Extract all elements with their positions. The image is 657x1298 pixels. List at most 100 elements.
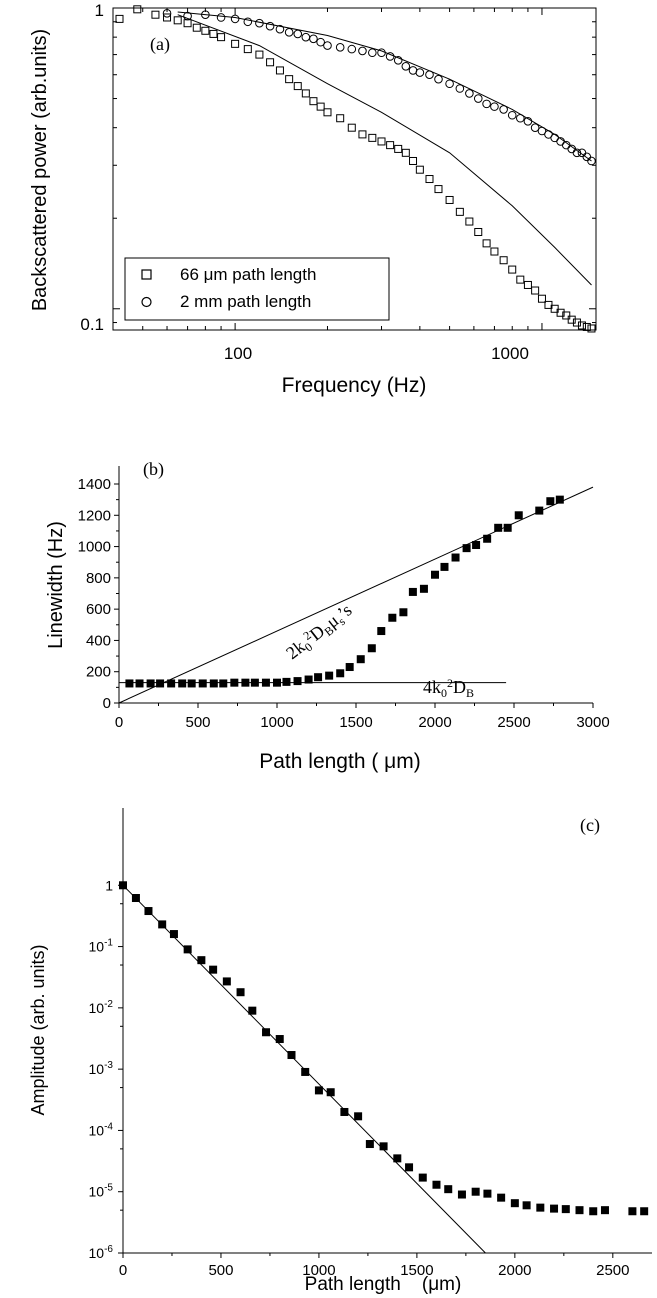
panel-c-point	[158, 920, 167, 929]
panel-b-point	[483, 534, 492, 543]
panel-b-point	[356, 655, 365, 664]
panel-c-point	[275, 1035, 284, 1044]
panel-b-point	[462, 544, 471, 553]
panel-b-point	[146, 679, 155, 688]
panel-b-y-tick-label: 200	[86, 664, 111, 681]
panel-c-x-tick-label: 0	[119, 1262, 127, 1279]
panel-a-point-2mm	[230, 14, 240, 24]
panel-b-point	[198, 679, 207, 688]
panel-a-point-66um	[201, 26, 210, 35]
panel-b-y-tick-label: 1400	[78, 476, 111, 493]
panel-a-point-2mm	[368, 48, 377, 58]
panel-c-point	[314, 1086, 323, 1095]
annotation-diffusion-scattering: 2k02DBμs’s	[282, 599, 358, 666]
panel-a-y-tick-label-0.1: 0.1	[80, 315, 104, 334]
panel-a-point-2mm	[309, 34, 318, 44]
panel-a-point-2mm	[301, 32, 311, 42]
panel-a-point-66um	[415, 165, 424, 174]
panel-a-point-66um	[490, 247, 499, 256]
panel-a-point-66um	[508, 265, 517, 274]
panel-b-point	[514, 511, 523, 520]
panel-a-point-2mm	[530, 123, 540, 132]
panel-b-y-axis-label: Linewidth (Hz)	[45, 521, 67, 649]
panel-a-point-66um	[455, 207, 464, 216]
panel-a-point-66um	[151, 10, 160, 19]
panel-a-point-66um	[474, 227, 483, 236]
panel-a-point-66um	[556, 308, 565, 317]
panel-c-point	[497, 1193, 506, 1202]
panel-a-point-2mm	[216, 13, 226, 22]
panel-c-point	[600, 1206, 609, 1215]
panel-b-points	[125, 495, 564, 688]
panel-a-point-66um	[358, 130, 367, 139]
panel-a-point-2mm	[162, 9, 172, 18]
panel-a-point-2mm	[572, 148, 582, 158]
panel-c-point	[197, 956, 206, 965]
panel-c-y-tick-label: 1	[105, 877, 113, 893]
panel-c-point	[326, 1088, 335, 1097]
panel-a-point-66um	[309, 97, 318, 106]
panel-a-label: (a)	[150, 34, 170, 55]
panel-c-x-tick-label: 1500	[400, 1262, 433, 1279]
panel-c-x-tick-label: 2000	[498, 1262, 531, 1279]
panel-b-point	[273, 678, 281, 687]
panel-b-point	[241, 678, 250, 687]
panel-a-point-2mm	[582, 152, 592, 162]
panel-a-point-66um	[347, 123, 356, 132]
panel-a-point-2mm	[335, 43, 345, 52]
panel-a-point-66um	[231, 39, 240, 48]
panel-b-point	[135, 679, 144, 688]
panel-c-x-tick-label: 2500	[596, 1262, 629, 1279]
panel-c-point	[222, 977, 231, 986]
panel-a-point-66um	[394, 144, 403, 153]
panel-a-point-66um	[377, 137, 386, 146]
panel-a-point-66um	[163, 13, 172, 22]
panel-c-axis-ticks: 0 500 1000 1500 2000 2500 1 10-1 10-2 10-3 10-4 10-…	[89, 877, 630, 1279]
panel-a-x-tick-label-1000: 1000	[491, 344, 529, 363]
panel-a-point-66um	[562, 311, 571, 320]
panel-b-model-lines	[118, 486, 594, 704]
panel-a-point-2mm	[275, 24, 285, 34]
panel-c-point	[144, 907, 153, 916]
panel-a-point-2mm	[537, 126, 547, 136]
panel-a-point-66um	[582, 322, 591, 331]
panel-a-point-2mm	[401, 61, 411, 71]
panel-a-point-66um	[183, 19, 192, 28]
panel-a-point-66um	[133, 5, 142, 14]
panel-a-point-66um	[434, 185, 443, 194]
panel-b-point	[167, 679, 176, 688]
panel-c-point	[183, 945, 192, 954]
panel-c-points	[119, 881, 649, 1216]
panel-a-point-2mm	[455, 84, 465, 93]
panel-a-point-66um	[587, 324, 596, 333]
panel-a-point-66um	[301, 89, 310, 98]
panel-c-point	[575, 1206, 584, 1215]
panel-c-point	[550, 1204, 559, 1213]
panel-c-x-tick-label: 500	[208, 1262, 233, 1279]
panel-a-point-2mm	[434, 74, 443, 84]
panel-b-point	[282, 677, 291, 686]
panel-c-point	[236, 988, 245, 997]
panel-b-point	[546, 497, 555, 506]
panel-a-point-2mm	[577, 148, 587, 158]
panel-a-point-66um	[425, 175, 434, 184]
panel-c-point	[561, 1205, 570, 1214]
panel-b-point	[451, 553, 460, 562]
panel-b-point	[555, 495, 564, 504]
panel-a-point-2mm	[587, 156, 596, 166]
panel-b-y-tick-label: 600	[86, 601, 111, 618]
panel-a-point-66um	[523, 280, 532, 289]
panel-a-point-66um	[209, 29, 218, 38]
legend-entry-66um: 66 μm path length	[180, 265, 316, 284]
panel-a-point-2mm	[293, 29, 303, 39]
panel-a-point-2mm	[523, 117, 533, 126]
panel-b-y-tick-label: 1200	[78, 507, 111, 524]
panel-a-point-66um	[499, 256, 508, 265]
panel-a-point-2mm	[358, 46, 367, 56]
panel-c-y-tick-label: 10-5	[89, 1183, 114, 1200]
panel-c-point	[457, 1190, 466, 1199]
panel-b-point	[388, 613, 397, 622]
panel-a-point-66um	[409, 156, 418, 165]
legend-entry-2mm: 2 mm path length	[180, 292, 311, 311]
panel-a-point-66um	[445, 195, 454, 204]
